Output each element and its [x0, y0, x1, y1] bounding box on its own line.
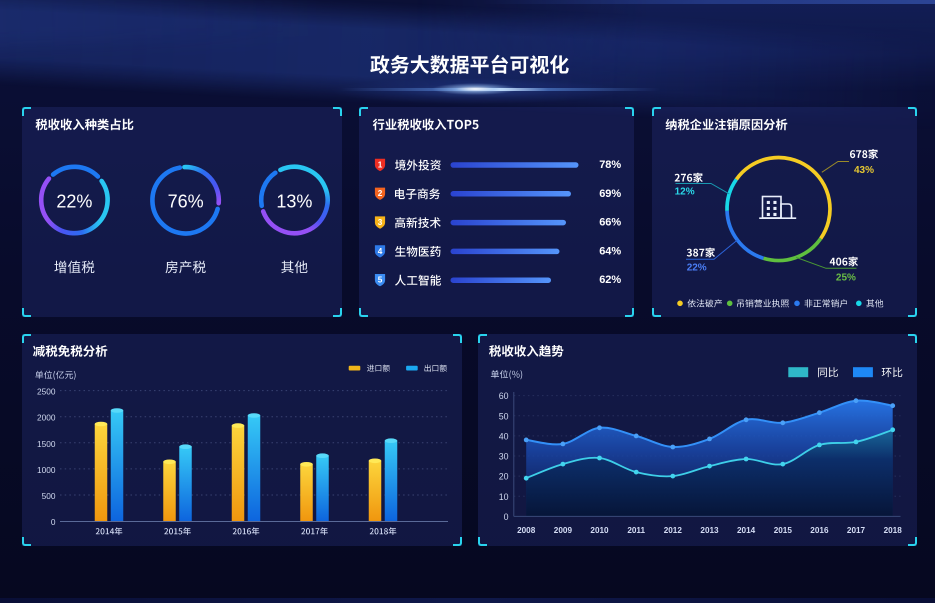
svg-text:13%: 13%: [276, 192, 312, 212]
svg-text:66%: 66%: [599, 217, 621, 229]
svg-text:0: 0: [504, 512, 509, 522]
svg-text:0: 0: [51, 517, 56, 527]
svg-text:10: 10: [499, 492, 509, 502]
svg-text:12%: 12%: [675, 187, 695, 198]
svg-text:4: 4: [378, 247, 383, 256]
svg-text:69%: 69%: [599, 188, 621, 200]
svg-text:2: 2: [378, 189, 383, 198]
svg-text:3: 3: [378, 218, 383, 227]
svg-text:30: 30: [499, 452, 509, 462]
svg-text:2015: 2015: [774, 526, 793, 535]
svg-text:20: 20: [499, 472, 509, 482]
svg-text:2009: 2009: [554, 526, 573, 535]
svg-text:1: 1: [378, 160, 383, 169]
svg-text:2012: 2012: [664, 526, 683, 535]
svg-text:1000: 1000: [37, 465, 56, 475]
svg-text:5: 5: [378, 276, 383, 285]
svg-text:40: 40: [499, 431, 509, 441]
svg-text:62%: 62%: [599, 274, 621, 286]
svg-text:2000: 2000: [37, 413, 56, 423]
svg-text:2018: 2018: [884, 526, 903, 535]
svg-text:43%: 43%: [854, 165, 874, 176]
svg-text:50: 50: [499, 411, 509, 421]
svg-text:22%: 22%: [56, 192, 92, 212]
svg-text:2011: 2011: [627, 526, 645, 535]
svg-text:2017: 2017: [847, 526, 866, 535]
svg-text:76%: 76%: [168, 192, 204, 212]
svg-text:2014: 2014: [737, 526, 756, 535]
svg-text:22%: 22%: [687, 263, 707, 274]
svg-text:60: 60: [499, 391, 509, 401]
svg-text:78%: 78%: [599, 159, 621, 171]
svg-text:2500: 2500: [37, 387, 56, 397]
svg-text:2016: 2016: [810, 526, 829, 535]
svg-text:500: 500: [42, 491, 56, 501]
svg-text:1500: 1500: [37, 439, 56, 449]
svg-text:64%: 64%: [599, 245, 621, 257]
svg-text:2008: 2008: [517, 526, 536, 535]
svg-text:2010: 2010: [590, 526, 609, 535]
svg-text:25%: 25%: [836, 272, 856, 283]
svg-text:2013: 2013: [700, 526, 719, 535]
